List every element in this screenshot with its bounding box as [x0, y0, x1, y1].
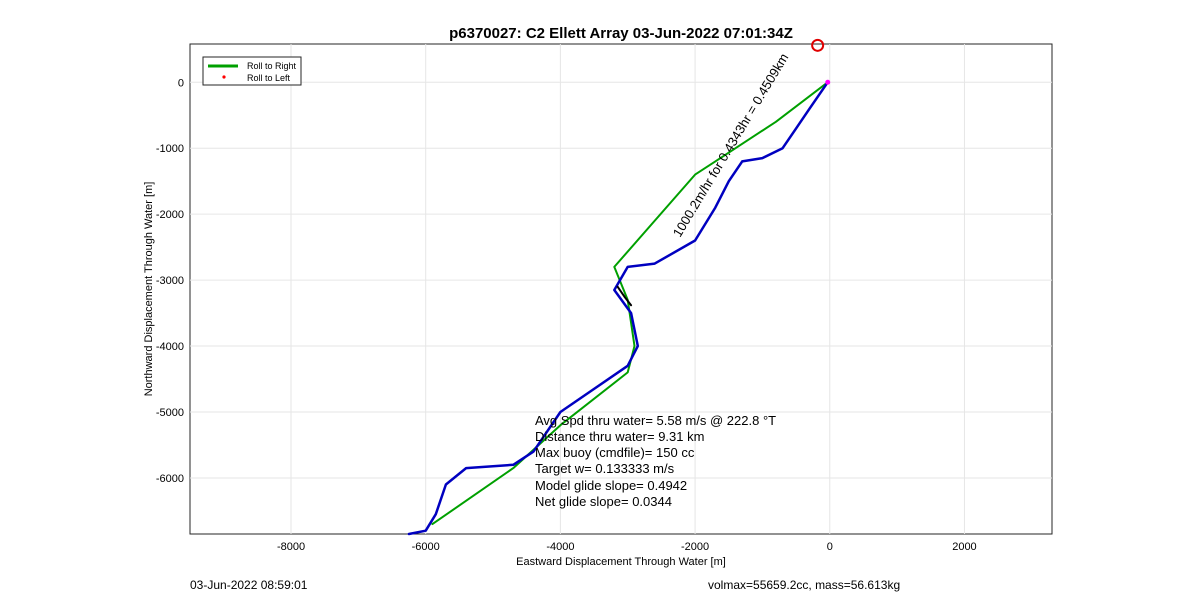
- footer-timestamp: 03-Jun-2022 08:59:01: [190, 578, 308, 592]
- x-tick-label: -6000: [412, 541, 440, 553]
- y-tick-label: -4000: [156, 341, 184, 353]
- stats-line-model-glide: Model glide slope= 0.4942: [535, 478, 687, 493]
- stats-line-max-buoy: Max buoy (cmdfile)= 150 cc: [535, 445, 695, 460]
- legend-label-roll-left: Roll to Left: [247, 73, 291, 83]
- legend-label-roll-right: Roll to Right: [247, 61, 297, 71]
- marker-layer: [811, 38, 831, 85]
- legend-swatch-roll-left: [222, 75, 226, 79]
- y-tick-label: -3000: [156, 275, 184, 287]
- x-tick-label: 0: [827, 541, 833, 553]
- end-marker: [825, 79, 831, 85]
- y-tick-label: -6000: [156, 473, 184, 485]
- stats-text: Avg Spd thru water= 5.58 m/s @ 222.8 °T …: [535, 413, 776, 509]
- target-marker: [811, 38, 825, 52]
- stats-line-avg-speed: Avg Spd thru water= 5.58 m/s @ 222.8 °T: [535, 413, 776, 428]
- stats-line-distance: Distance thru water= 9.31 km: [535, 429, 704, 444]
- x-tick-label: 2000: [952, 541, 976, 553]
- stats-line-net-glide: Net glide slope= 0.0344: [535, 494, 672, 509]
- x-tick-label: -4000: [546, 541, 574, 553]
- stats-line-target-w: Target w= 0.133333 m/s: [535, 461, 675, 476]
- y-tick-label: -5000: [156, 407, 184, 419]
- tick-labels: -8000 -6000 -4000 -2000 0 2000 0 -1000 -2000 -300…: [156, 77, 977, 553]
- chart-title: p6370027: C2 Ellett Array 03-Jun-2022 07…: [449, 25, 793, 42]
- series-line: [407, 81, 829, 536]
- y-tick-label: -2000: [156, 209, 184, 221]
- y-tick-label: 0: [178, 77, 184, 89]
- plot-area: [189, 43, 1053, 535]
- legend: Roll to Right Roll to Left: [202, 56, 302, 86]
- x-tick-label: -8000: [277, 541, 305, 553]
- legend-box: [202, 56, 302, 86]
- y-tick-label: -1000: [156, 143, 184, 155]
- x-tick-label: -2000: [681, 541, 709, 553]
- x-axis-label: Eastward Displacement Through Water [m]: [516, 556, 726, 568]
- series-layer: [407, 81, 829, 536]
- y-axis-label: Northward Displacement Through Water [m]: [143, 182, 155, 397]
- footer-volmax-mass: volmax=55659.2cc, mass=56.613kg: [708, 578, 901, 592]
- series-line: [616, 285, 633, 307]
